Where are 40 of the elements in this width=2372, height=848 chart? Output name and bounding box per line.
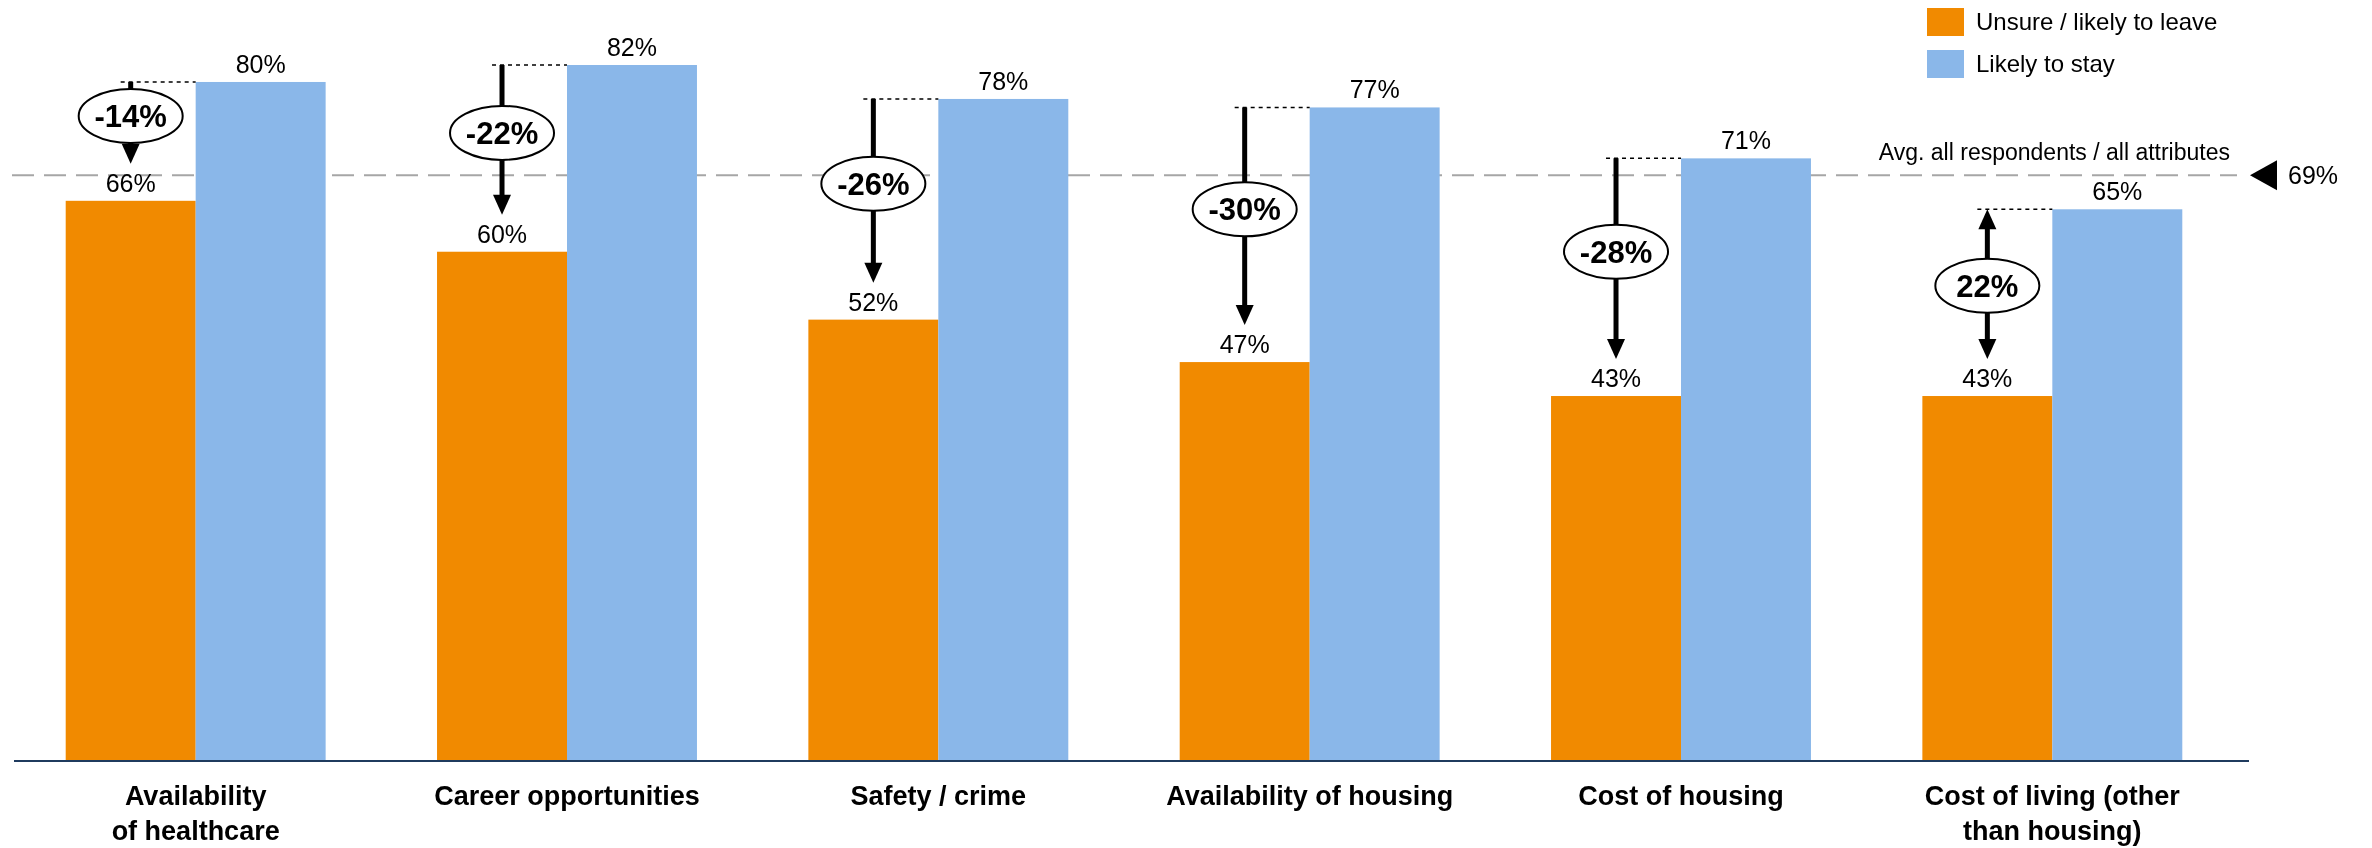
bar xyxy=(938,98,1069,761)
bar xyxy=(1309,107,1440,761)
annotation: -28% xyxy=(1579,234,1653,270)
annotation: -22% xyxy=(465,115,539,151)
data-label: 52% xyxy=(848,287,899,316)
data-label: 77% xyxy=(1349,75,1400,104)
bar xyxy=(808,319,939,761)
data-label: 66% xyxy=(105,168,156,197)
bar xyxy=(567,65,697,761)
data-label: 80% xyxy=(235,49,286,78)
data-label: 43% xyxy=(1962,364,2013,393)
bar xyxy=(1922,396,2053,761)
data-label: 71% xyxy=(1720,126,1772,155)
bar xyxy=(1551,396,1681,761)
x-tick-label: Career opportunities xyxy=(434,781,700,811)
x-tick-label: Safety / crime xyxy=(850,781,1027,811)
ref-line-label: Avg. all respondents / all attributes xyxy=(1878,139,2230,166)
bar xyxy=(195,81,326,761)
annotation: -14% xyxy=(94,98,167,134)
data-label: 78% xyxy=(978,66,1029,95)
bar xyxy=(1179,362,1310,761)
text: 69% xyxy=(2288,161,2339,190)
annotation: -30% xyxy=(1208,192,1281,228)
legend-label: Likely to stay xyxy=(1976,50,2115,78)
bar xyxy=(2052,209,2183,761)
annotation: 22% xyxy=(1956,268,2019,304)
x-tick-label: Availability of healthcare xyxy=(111,781,280,846)
data-label: 60% xyxy=(476,219,528,248)
data-label: 43% xyxy=(1590,364,1642,393)
x-tick-label: Cost of living (other than housing) xyxy=(1924,781,2181,846)
x-tick-label: Cost of housing xyxy=(1578,781,1784,811)
x-tick-label: Availability of housing xyxy=(1166,781,1454,811)
data-label: 47% xyxy=(1219,330,1270,359)
bar xyxy=(65,200,196,761)
legend-label: Unsure / likely to leave xyxy=(1976,8,2218,36)
bar xyxy=(1681,158,1811,761)
bar xyxy=(437,251,567,761)
annotation: -26% xyxy=(837,166,910,202)
data-label: 82% xyxy=(606,33,658,61)
data-label: 65% xyxy=(2092,177,2143,206)
